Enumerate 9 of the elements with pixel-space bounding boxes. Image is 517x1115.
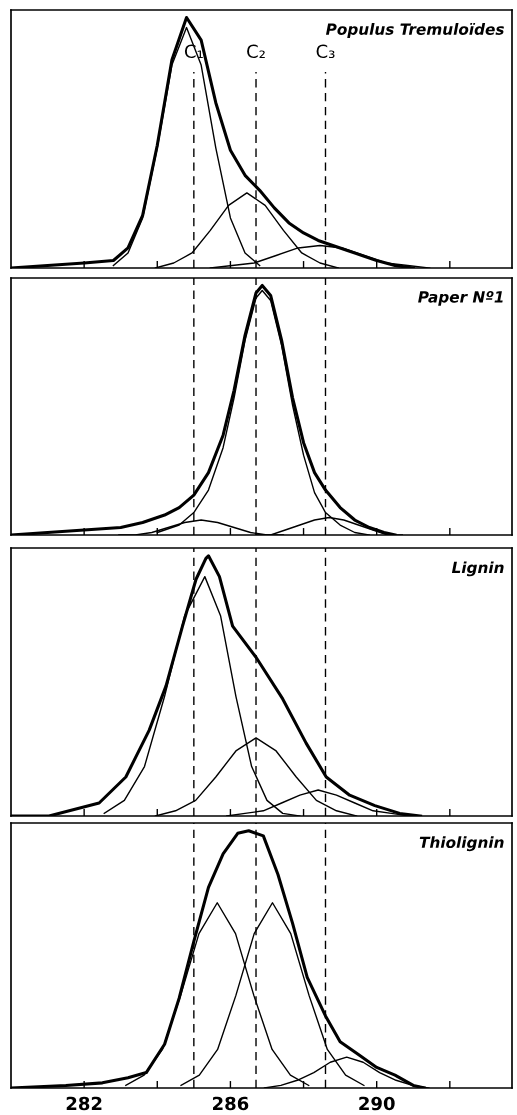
x-tick-label: 282 [66, 1096, 102, 1111]
chart-title: Thiolignin [419, 836, 504, 852]
x-tick-label: 286 [213, 1096, 249, 1111]
ref-line-label: C₃ [316, 44, 335, 59]
ref-line-label: C₂ [247, 44, 265, 59]
x-tick-label: 290 [359, 1096, 395, 1111]
chart-title: Populus Tremuloïdes [325, 22, 504, 38]
chart-title: Lignin [451, 561, 504, 577]
chart-title: Paper Nº1 [418, 291, 503, 306]
